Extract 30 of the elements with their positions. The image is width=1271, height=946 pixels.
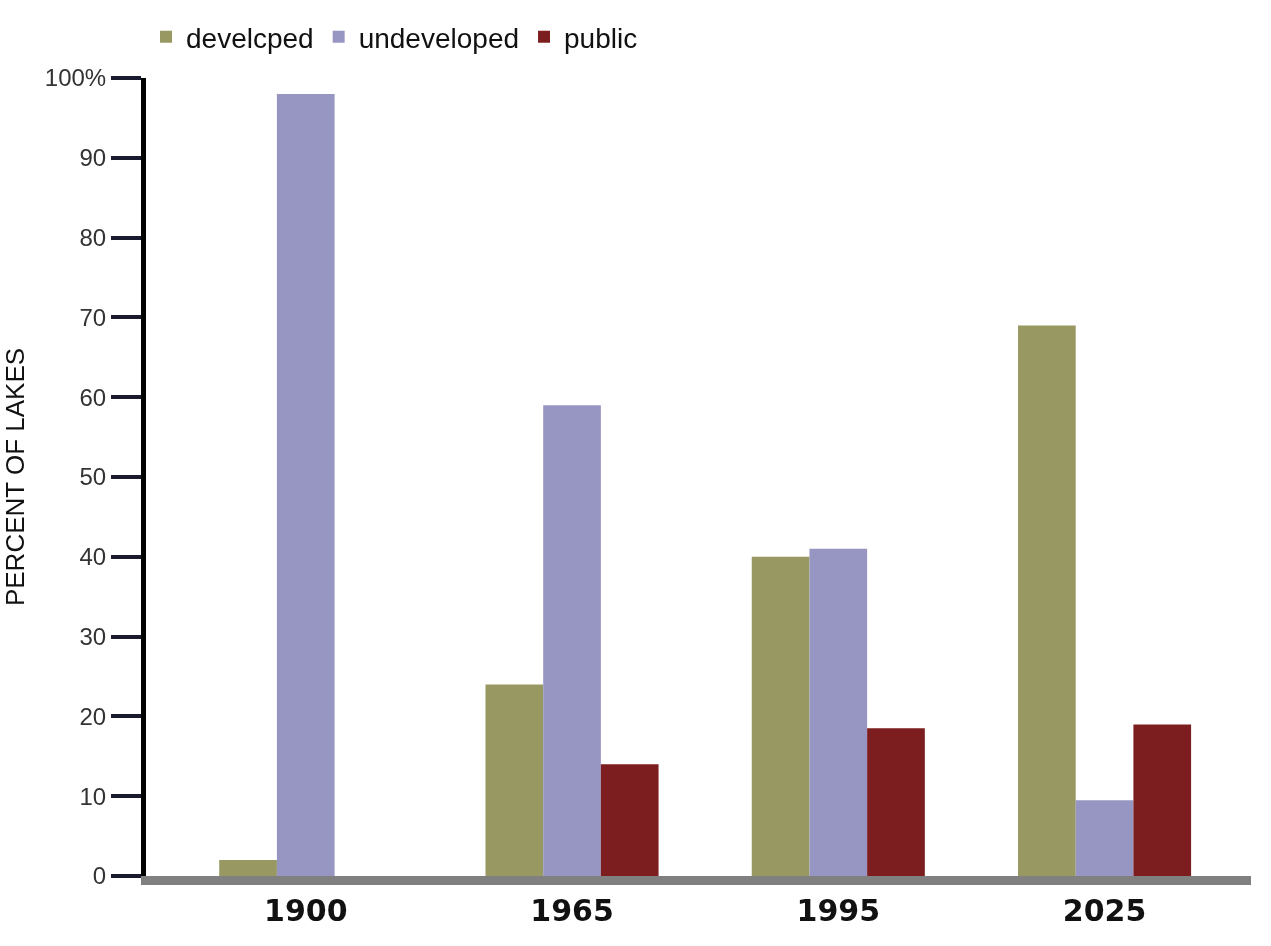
bar (543, 405, 601, 876)
y-tick-label: 30 (79, 623, 107, 650)
legend-label: develcped (186, 22, 314, 54)
y-tick-label: 60 (79, 383, 107, 411)
bar (219, 860, 277, 876)
y-tick-label: 90 (79, 144, 107, 172)
x-tick-label: 1965 (530, 893, 614, 928)
legend-label: undeveloped (358, 22, 520, 54)
bar (867, 728, 925, 876)
bar (485, 684, 544, 876)
bar (276, 93, 335, 876)
x-tick-label: 2025 (1062, 893, 1147, 928)
bar (809, 548, 868, 876)
bar (1075, 800, 1134, 876)
bar (1018, 325, 1076, 876)
x-tick-label: 1995 (796, 893, 881, 928)
y-tick-label: 80 (79, 224, 107, 251)
bar (600, 764, 659, 876)
y-axis-title: PERCENT OF LAKES (0, 347, 30, 607)
y-tick-label: 10 (79, 782, 107, 810)
y-tick-label: 20 (79, 702, 107, 730)
bar (1133, 724, 1192, 876)
y-tick-label: 40 (79, 543, 107, 571)
bar (751, 556, 810, 876)
y-tick-label: 50 (79, 463, 107, 491)
y-tick-label: 70 (79, 303, 107, 331)
y-tick-label: 100% (44, 64, 107, 92)
legend-label: public (564, 22, 638, 54)
x-tick-label: 1900 (264, 893, 348, 928)
y-tick-label: 0 (92, 862, 107, 890)
